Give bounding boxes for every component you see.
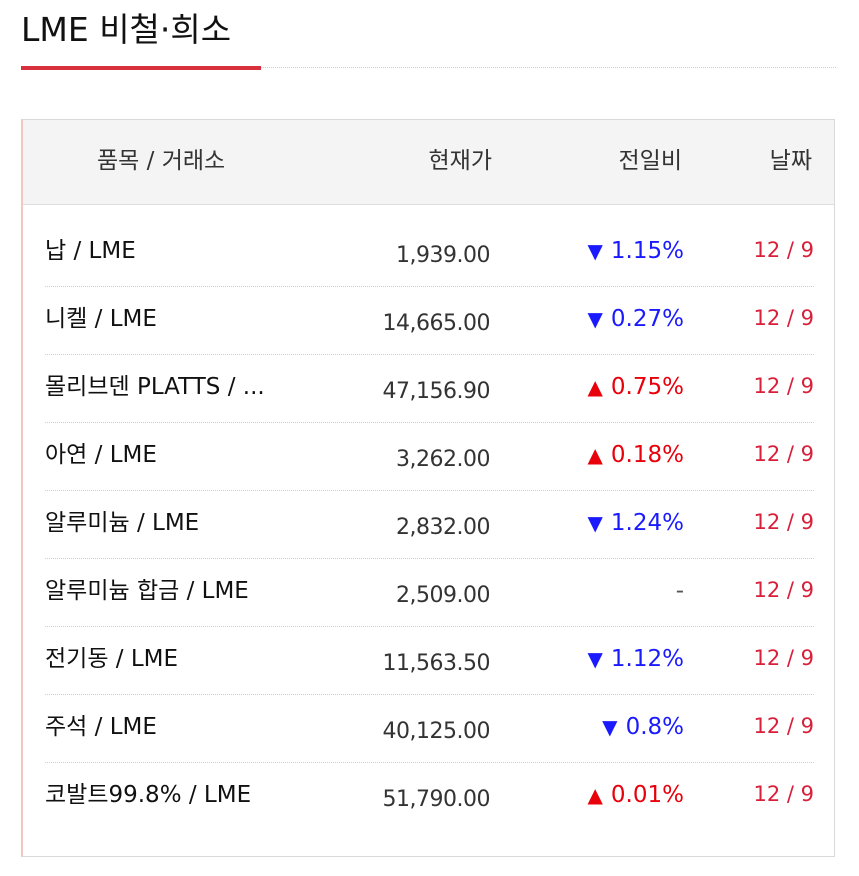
price-value: 14,665.00 xyxy=(382,311,491,336)
price-value: 40,125.00 xyxy=(382,719,491,744)
table-row: 알루미늄 합금 / LME 2,509.00 - 12 / 9 xyxy=(45,559,814,627)
price-value: 2,509.00 xyxy=(396,583,490,608)
item-link[interactable]: 알루미늄 합금 / LME xyxy=(45,578,249,604)
table-row: 몰리브덴 PLATTS / ... 47,156.90 ▲ 0.75% 12 / … xyxy=(45,355,814,423)
triangle-up-icon: ▲ xyxy=(587,375,603,399)
date-value: 12 / 9 xyxy=(753,510,814,534)
date-value: 12 / 9 xyxy=(753,714,814,738)
change-value: ▼ 1.24% xyxy=(588,506,684,540)
triangle-down-icon: ▼ xyxy=(602,715,618,739)
item-link[interactable]: 주석 / LME xyxy=(45,714,157,740)
table-header: 품목 / 거래소 현재가 전일비 날짜 xyxy=(23,120,834,205)
price-value: 47,156.90 xyxy=(382,379,491,404)
date-value: 12 / 9 xyxy=(753,238,814,262)
change-value: ▼ 1.15% xyxy=(588,234,684,268)
item-link[interactable]: 납 / LME xyxy=(45,238,136,264)
change-percent: - xyxy=(675,578,684,604)
title-accent-bar xyxy=(21,66,261,70)
date-value: 12 / 9 xyxy=(753,782,814,806)
table-row: 전기동 / LME 11,563.50 ▼ 1.12% 12 / 9 xyxy=(45,627,814,695)
triangle-down-icon: ▼ xyxy=(587,511,603,535)
price-table: 품목 / 거래소 현재가 전일비 날짜 납 / LME 1,939.00 ▼ 1.… xyxy=(21,119,835,857)
table-body: 납 / LME 1,939.00 ▼ 1.15% 12 / 9 니켈 / LME … xyxy=(45,219,814,830)
change-percent: 0.8% xyxy=(625,714,684,740)
price-value: 51,790.00 xyxy=(382,787,491,812)
change-percent: 1.15% xyxy=(610,238,684,264)
date-value: 12 / 9 xyxy=(753,578,814,602)
change-percent: 1.12% xyxy=(610,646,684,672)
change-value: - xyxy=(676,574,684,608)
price-value: 11,563.50 xyxy=(382,651,491,676)
change-value: ▲ 0.01% xyxy=(588,778,684,812)
title-divider xyxy=(21,67,836,68)
change-value: ▲ 0.18% xyxy=(588,438,684,472)
change-value: ▼ 0.27% xyxy=(588,302,684,336)
change-value: ▼ 0.8% xyxy=(602,710,684,744)
item-link[interactable]: 아연 / LME xyxy=(45,442,157,468)
table-row: 알루미늄 / LME 2,832.00 ▼ 1.24% 12 / 9 xyxy=(45,491,814,559)
date-value: 12 / 9 xyxy=(753,306,814,330)
item-link[interactable]: 알루미늄 / LME xyxy=(45,510,200,536)
change-percent: 1.24% xyxy=(610,510,684,536)
triangle-up-icon: ▲ xyxy=(587,783,603,807)
triangle-down-icon: ▼ xyxy=(587,307,603,331)
change-value: ▼ 1.12% xyxy=(588,642,684,676)
section-header: LME 비철·희소 xyxy=(21,0,836,72)
header-item: 품목 / 거래소 xyxy=(97,148,226,174)
item-link[interactable]: 코발트99.8% / LME xyxy=(45,782,252,808)
price-value: 3,262.00 xyxy=(396,447,490,472)
section-title: LME 비철·희소 xyxy=(21,10,232,49)
change-value: ▲ 0.75% xyxy=(588,370,684,404)
table-row: 주석 / LME 40,125.00 ▼ 0.8% 12 / 9 xyxy=(45,695,814,763)
date-value: 12 / 9 xyxy=(753,646,814,670)
header-change: 전일비 xyxy=(618,148,682,174)
item-link[interactable]: 니켈 / LME xyxy=(45,306,157,332)
header-price: 현재가 xyxy=(428,148,492,174)
change-percent: 0.01% xyxy=(610,782,684,808)
table-row: 아연 / LME 3,262.00 ▲ 0.18% 12 / 9 xyxy=(45,423,814,491)
price-value: 1,939.00 xyxy=(396,243,490,268)
change-percent: 0.18% xyxy=(610,442,684,468)
header-date: 날짜 xyxy=(769,148,812,174)
date-value: 12 / 9 xyxy=(753,374,814,398)
change-percent: 0.27% xyxy=(610,306,684,332)
table-row: 납 / LME 1,939.00 ▼ 1.15% 12 / 9 xyxy=(45,219,814,287)
table-row: 니켈 / LME 14,665.00 ▼ 0.27% 12 / 9 xyxy=(45,287,814,355)
change-percent: 0.75% xyxy=(610,374,684,400)
triangle-up-icon: ▲ xyxy=(587,443,603,467)
triangle-down-icon: ▼ xyxy=(587,239,603,263)
triangle-down-icon: ▼ xyxy=(587,647,603,671)
table-row: 코발트99.8% / LME 51,790.00 ▲ 0.01% 12 / 9 xyxy=(45,763,814,830)
price-value: 2,832.00 xyxy=(396,515,490,540)
item-link[interactable]: 전기동 / LME xyxy=(45,646,179,672)
item-link[interactable]: 몰리브덴 PLATTS / ... xyxy=(45,374,265,400)
date-value: 12 / 9 xyxy=(753,442,814,466)
